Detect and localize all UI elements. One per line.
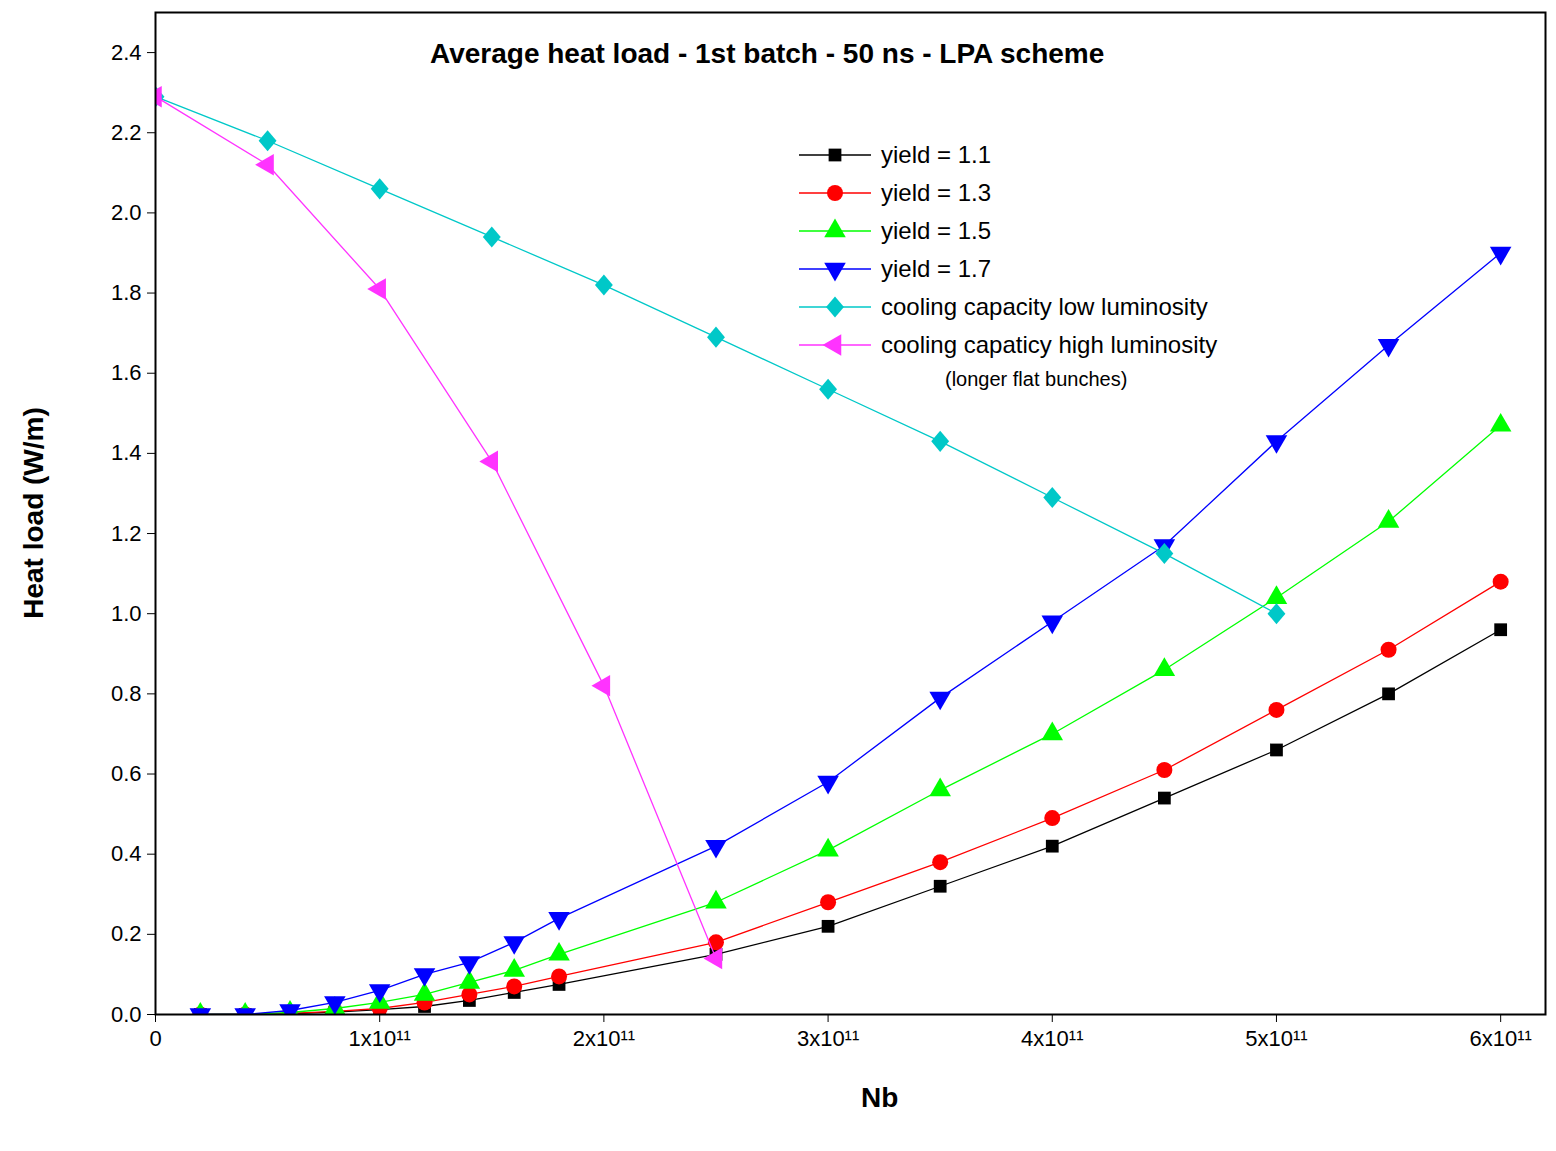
html-text:cooling capacity low luminosit: cooling capacity low luminosity — [881, 293, 1208, 320]
svg-text:2.0: 2.0 — [111, 200, 142, 225]
svg-text:2.2: 2.2 — [111, 120, 142, 145]
html-text:Heat load (W/m): Heat load (W/m) — [18, 407, 49, 619]
svg-text:3x10¹¹: 3x10¹¹ — [797, 1026, 859, 1051]
svg-text:2x10¹¹: 2x10¹¹ — [573, 1026, 635, 1051]
svg-text:2.4: 2.4 — [111, 40, 142, 65]
html-text:Nb: Nb — [861, 1082, 899, 1113]
html-text:yield = 1.5: yield = 1.5 — [881, 217, 992, 244]
svg-text:0.8: 0.8 — [111, 681, 142, 706]
html-text:yield = 1.3: yield = 1.3 — [881, 179, 992, 206]
svg-text:0: 0 — [149, 1026, 161, 1051]
svg-text:0.0: 0.0 — [111, 1002, 142, 1027]
svg-text:0.6: 0.6 — [111, 761, 142, 786]
svg-text:4x10¹¹: 4x10¹¹ — [1021, 1026, 1083, 1051]
html-text:yield = 1.7: yield = 1.7 — [881, 255, 992, 282]
html-text:Average heat load - 1st batch: Average heat load - 1st batch - 50 ns - … — [430, 38, 1105, 69]
svg-text:1.0: 1.0 — [111, 601, 142, 626]
svg-text:1.2: 1.2 — [111, 521, 142, 546]
svg-text:1.4: 1.4 — [111, 440, 142, 465]
svg-text:0.2: 0.2 — [111, 921, 142, 946]
html-text:yield = 1.1: yield = 1.1 — [881, 141, 992, 168]
svg-text:1.8: 1.8 — [111, 280, 142, 305]
svg-text:5x10¹¹: 5x10¹¹ — [1245, 1026, 1307, 1051]
svg-text:0.4: 0.4 — [111, 841, 142, 866]
html-text:cooling capaticy high luminosi: cooling capaticy high luminosity — [881, 331, 1218, 358]
svg-text:1x10¹¹: 1x10¹¹ — [349, 1026, 411, 1051]
svg-text:1.6: 1.6 — [111, 360, 142, 385]
svg-text:6x10¹¹: 6x10¹¹ — [1469, 1026, 1531, 1051]
html-text:(longer flat bunches): (longer flat bunches) — [945, 368, 1128, 390]
